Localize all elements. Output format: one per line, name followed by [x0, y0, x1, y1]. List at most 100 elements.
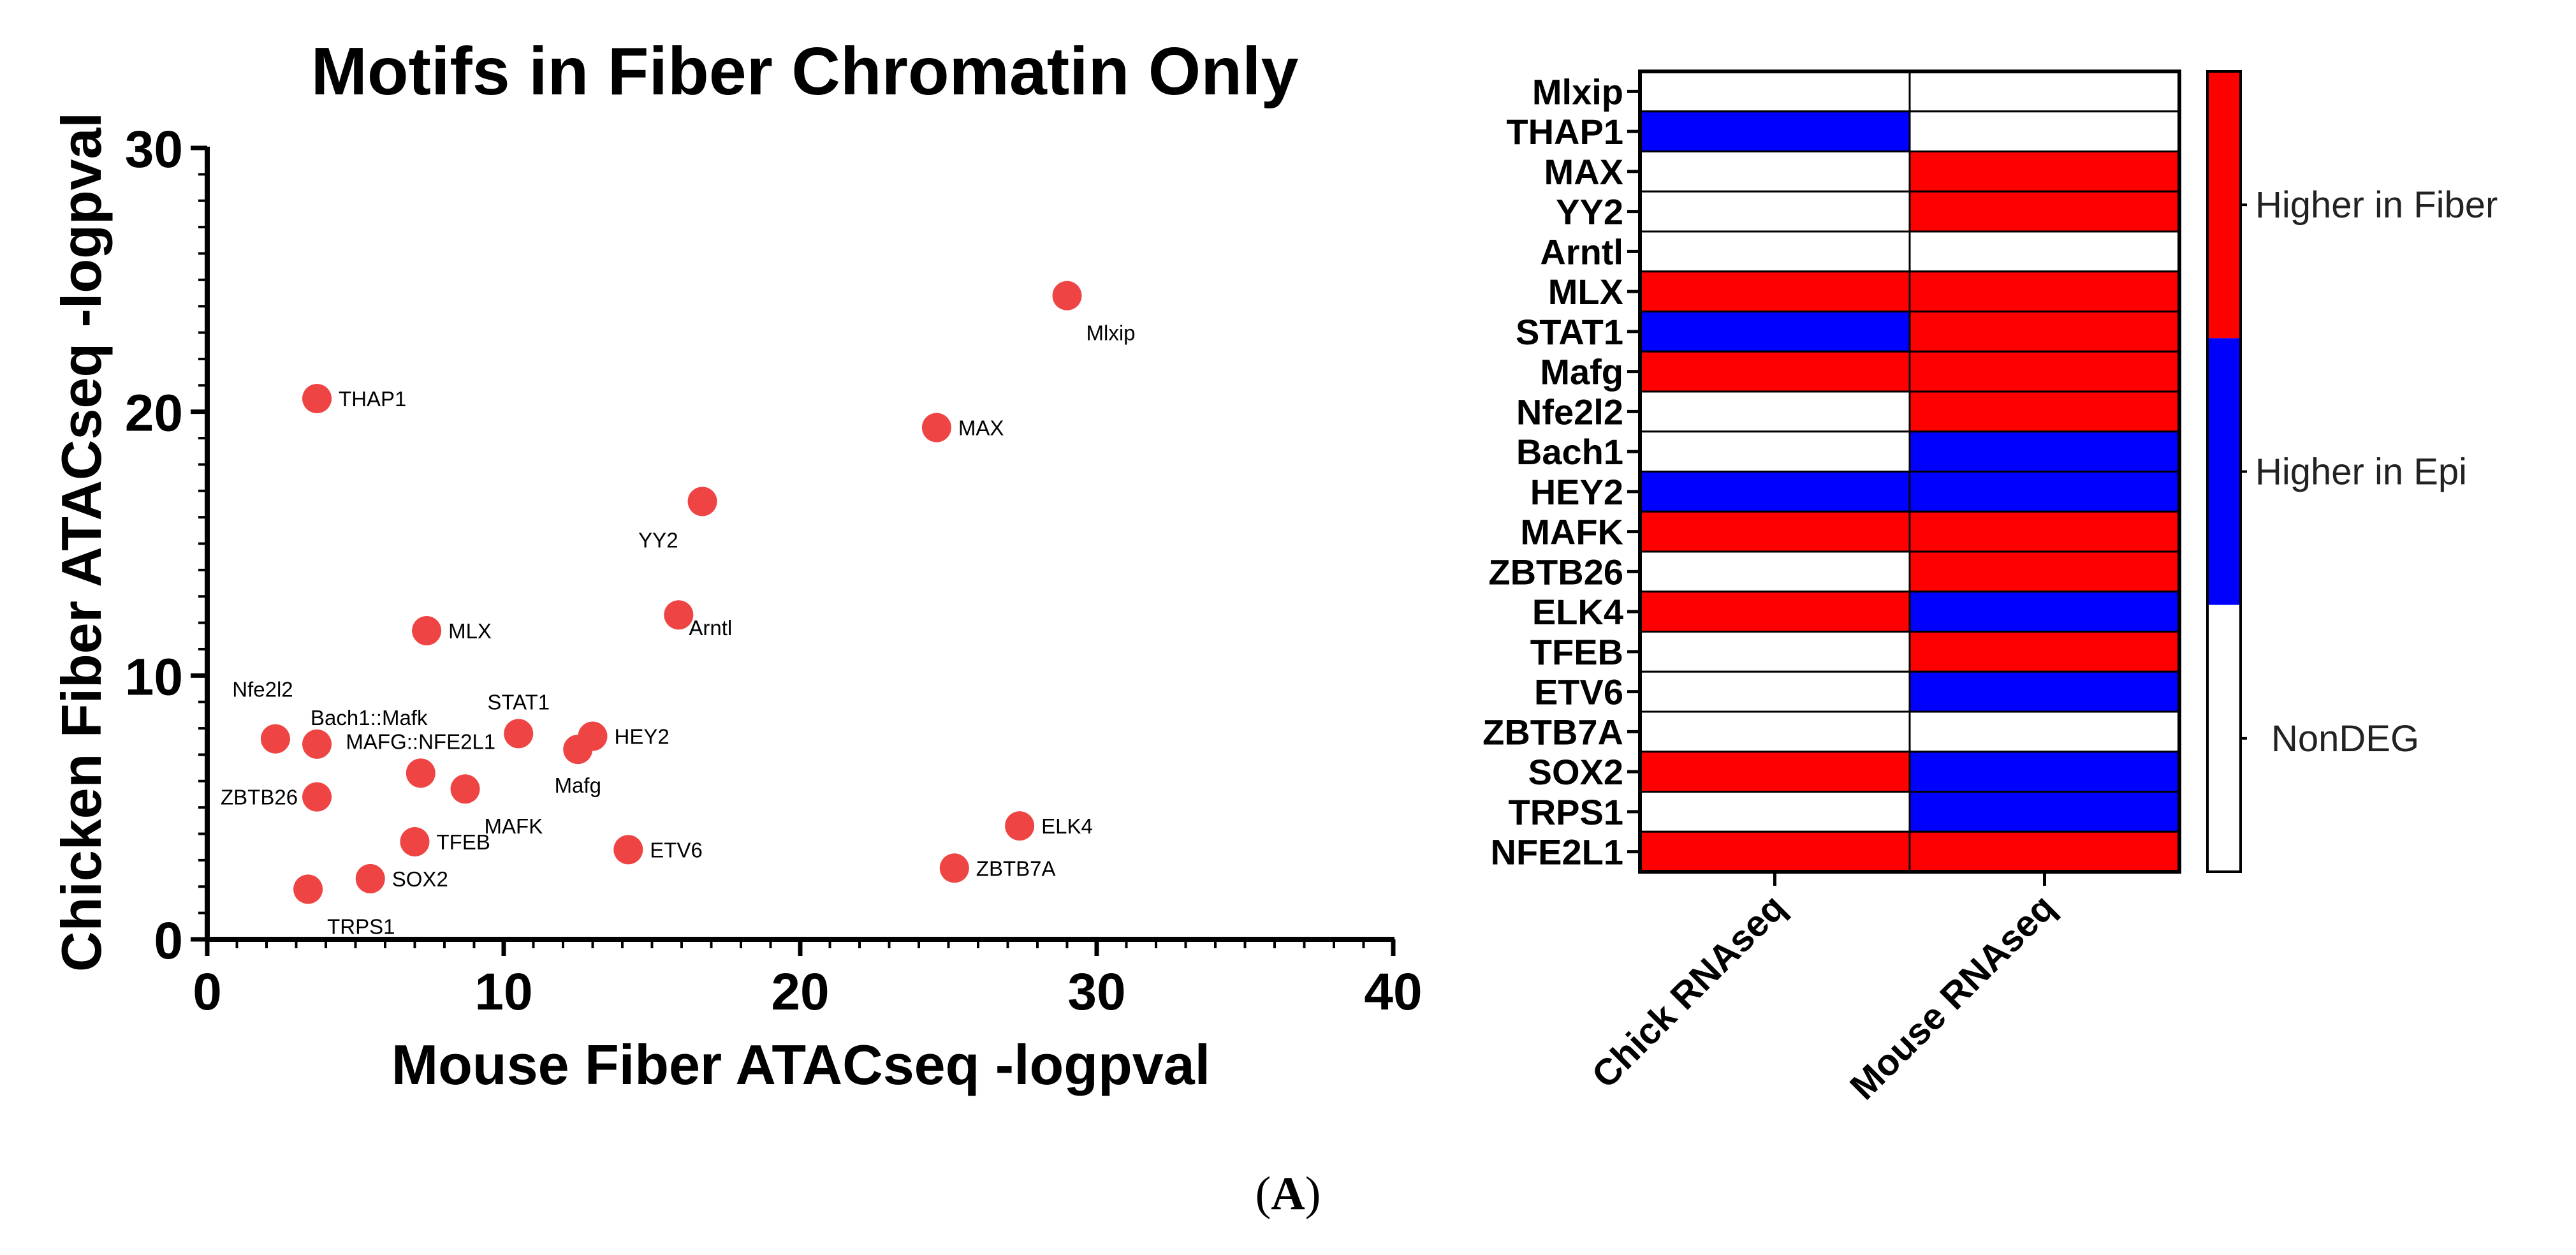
- heatmap-cell: [1639, 471, 1911, 513]
- heatmap-cell: [1908, 751, 2181, 793]
- point-label: YY2: [638, 528, 678, 552]
- heatmap-cell: [1639, 70, 1911, 113]
- heatmap-cell: [1908, 190, 2181, 233]
- point-label: TRPS1: [327, 914, 395, 938]
- panel-label-close: ): [1305, 1168, 1321, 1220]
- heatmap-cell: [1908, 710, 2181, 753]
- heatmap-column-label: Mouse RNAseq: [1842, 886, 2063, 1108]
- x-axis-ticks: 0 10 20 30 40: [193, 939, 1423, 1021]
- heatmap-cells: [1638, 70, 2181, 874]
- heatmap-cell: [1908, 471, 2181, 513]
- heatmap-row-label: Nfe2l2: [1516, 392, 1623, 432]
- heatmap-row-label: HEY2: [1530, 472, 1623, 512]
- heatmap-cell: [1908, 70, 2181, 113]
- scatter-point: [450, 774, 480, 804]
- heatmap-border: [1638, 70, 2181, 874]
- heatmap-cell: [1639, 591, 1911, 633]
- y-axis-minor-ticks: [198, 173, 1365, 948]
- heatmap-row-label: TRPS1: [1509, 792, 1624, 832]
- point-label: Mlxip: [1087, 321, 1136, 345]
- y-axis-label: Chicken Fiber ATACseq -logpval: [50, 112, 113, 972]
- heatmap-cell: [1908, 110, 2181, 152]
- heatmap-cell: [1908, 150, 2181, 193]
- scatter-point: [302, 383, 332, 413]
- point-label: ZBTB7A: [976, 856, 1056, 880]
- heatmap-cell: [1908, 510, 2181, 553]
- y-tick-label: 30: [125, 121, 183, 179]
- heatmap-cell: [1908, 791, 2181, 833]
- legend-border: [2206, 70, 2242, 873]
- heatmap-cell: [1639, 550, 1911, 593]
- scatter-point: [921, 413, 951, 443]
- heatmap-legend: Higher in Fiber Higher in Epi NonDEG: [2206, 70, 2498, 873]
- heatmap-row-label: MLX: [1548, 272, 1623, 312]
- heatmap-cell: [1908, 591, 2181, 633]
- panel-label-open: (: [1255, 1168, 1271, 1220]
- heatmap-cell: [1908, 350, 2181, 393]
- point-label: HEY2: [615, 724, 670, 748]
- x-tick-label: 20: [771, 963, 829, 1021]
- point-label: Bach1::Mafk: [311, 706, 428, 730]
- x-axis-label: Mouse Fiber ATACseq -logpval: [392, 1033, 1210, 1096]
- legend-label: Higher in Fiber: [2255, 184, 2498, 226]
- legend-label: Higher in Epi: [2255, 451, 2467, 493]
- scatter-point: [260, 724, 290, 754]
- heatmap-row-label: SOX2: [1528, 752, 1623, 792]
- point-label: THAP1: [339, 387, 406, 411]
- y-tick-label: 10: [125, 648, 183, 706]
- heatmap-row-label: YY2: [1556, 192, 1623, 232]
- legend-swatch: [2207, 605, 2241, 872]
- heatmap-row-label: MAX: [1544, 152, 1623, 192]
- heatmap-row-label: NFE2L1: [1491, 832, 1624, 872]
- scatter-points: [260, 281, 1082, 904]
- scatter-chart: Motifs in Fiber Chromatin Only 0 10 20 30 0…: [50, 34, 1423, 1096]
- point-label: MAFK: [485, 814, 543, 838]
- heatmap-cell: [1908, 270, 2181, 312]
- heatmap-row-label: Arntl: [1540, 231, 1623, 272]
- heatmap-row-label: MAFK: [1520, 512, 1623, 552]
- heatmap-cell: [1639, 430, 1911, 473]
- scatter-point: [302, 782, 332, 812]
- y-axis-ticks: 0 10 20 30: [125, 121, 207, 970]
- scatter-title: Motifs in Fiber Chromatin Only: [311, 34, 1299, 109]
- scatter-point: [355, 863, 385, 893]
- heatmap-row-label: ETV6: [1534, 672, 1623, 712]
- heatmap-cell: [1639, 150, 1911, 193]
- heatmap-cell: [1908, 830, 2181, 873]
- heatmap-cell: [1639, 670, 1911, 713]
- heatmap-row-label: THAP1: [1506, 112, 1623, 152]
- point-label: SOX2: [392, 867, 448, 891]
- heatmap-row-label: Mafg: [1540, 352, 1623, 392]
- scatter-point: [664, 600, 694, 630]
- legend-swatch: [2207, 338, 2241, 605]
- scatter-point: [400, 826, 430, 856]
- heatmap-row-labels: MlxipTHAP1MAXYY2ArntlMLXSTAT1MafgNfe2l2B…: [1482, 71, 1640, 872]
- heatmap-cell: [1908, 430, 2181, 473]
- heatmap-column-label: Chick RNAseq: [1584, 886, 1794, 1096]
- point-label: ZBTB26: [221, 786, 298, 809]
- panel-label-letter: A: [1271, 1168, 1305, 1220]
- heatmap-row-label: Mlxip: [1532, 71, 1623, 112]
- heatmap-cell: [1639, 190, 1911, 233]
- y-tick-label: 0: [154, 912, 183, 970]
- heatmap-cell: [1908, 631, 2181, 673]
- heatmap-cell: [1639, 631, 1911, 673]
- point-label: Arntl: [689, 616, 732, 640]
- scatter-point: [939, 853, 969, 883]
- heatmap-cell: [1639, 510, 1911, 553]
- scatter-point: [504, 719, 534, 749]
- heatmap-cell: [1639, 791, 1911, 833]
- heatmap-row-label: ELK4: [1532, 592, 1623, 632]
- point-label: ETV6: [650, 838, 703, 862]
- heatmap-cell: [1639, 830, 1911, 873]
- point-label: Nfe2l2: [232, 678, 293, 701]
- scatter-point: [687, 487, 717, 517]
- point-label: MAFG::NFE2L1: [346, 730, 495, 753]
- scatter-point: [1005, 811, 1035, 841]
- point-label: MLX: [448, 619, 492, 643]
- point-label: ELK4: [1041, 814, 1093, 838]
- heatmap-row-label: ZBTB7A: [1482, 712, 1623, 752]
- scatter-point: [613, 835, 643, 865]
- heatmap-row-label: ZBTB26: [1488, 552, 1623, 592]
